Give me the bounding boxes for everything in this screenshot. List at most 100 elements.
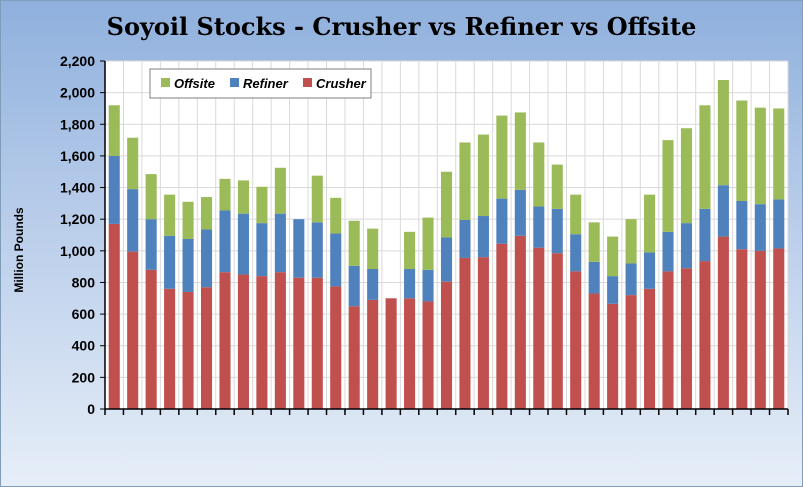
bar-segment-refiner: [200, 229, 213, 288]
bar-segment-offsite: [754, 107, 766, 205]
bar-segment-crusher: [311, 277, 323, 409]
bar-segment-offsite: [736, 100, 748, 201]
legend-swatch-crusher: [303, 78, 312, 87]
bar-segment-crusher: [662, 271, 674, 409]
bar-segment-offsite: [367, 228, 379, 270]
bar-segment-offsite: [533, 142, 545, 207]
bar-segment-offsite: [588, 222, 600, 262]
bar-segment-crusher: [200, 287, 213, 409]
bar-segment-refiner: [404, 269, 416, 299]
bar-segment-crusher: [680, 268, 693, 409]
bar-segment-offsite: [108, 105, 120, 156]
bar-segment-crusher: [127, 251, 139, 409]
bar-segment-offsite: [459, 142, 471, 220]
bar-segment-refiner: [699, 208, 711, 262]
bar-segment-refiner: [145, 219, 157, 270]
bar-segment-offsite: [145, 174, 157, 220]
bar-segment-refiner: [237, 213, 249, 275]
y-tick-label: 1,000: [60, 243, 95, 259]
bar-segment-refiner: [459, 219, 471, 258]
y-axis-label: Million Pounds: [12, 207, 26, 293]
bar-segment-crusher: [570, 271, 582, 409]
bar-segment-crusher: [145, 269, 157, 409]
bar-segment-refiner: [164, 235, 176, 289]
bar-segment-offsite: [551, 164, 563, 209]
bar-segment-refiner: [496, 198, 508, 244]
bar-segment-crusher: [367, 299, 379, 409]
bar-segment-refiner: [311, 222, 323, 278]
bar-segment-refiner: [367, 269, 379, 300]
bar-segment-refiner: [348, 265, 360, 307]
bar-segment-crusher: [440, 281, 453, 409]
bar-segment-refiner: [644, 252, 656, 289]
bar-segment-crusher: [274, 272, 286, 409]
y-tick-label: 1,400: [60, 180, 95, 196]
bar-segment-crusher: [459, 257, 471, 409]
bar-segment-refiner: [477, 216, 489, 258]
legend: Offsite Refiner Crusher: [149, 68, 372, 99]
bar-segment-refiner: [330, 233, 342, 287]
bar-segment-refiner: [680, 223, 693, 269]
bar-segment-offsite: [237, 180, 249, 214]
bar-segment-crusher: [182, 291, 194, 409]
y-tick-label: 400: [72, 338, 96, 354]
bar-segment-offsite: [625, 219, 637, 264]
y-tick-label: 1,800: [60, 116, 95, 132]
y-tick-label: 600: [72, 306, 96, 322]
bar-segment-crusher: [551, 253, 563, 409]
bar-segment-offsite: [440, 171, 453, 238]
bar-segment-refiner: [570, 234, 582, 272]
bar-segment-offsite: [219, 178, 231, 211]
bar-segment-refiner: [422, 269, 434, 302]
bar-segment-crusher: [164, 288, 176, 409]
legend-label-refiner: Refiner: [243, 76, 289, 91]
bar-segment-offsite: [662, 140, 674, 232]
bar-segment-refiner: [533, 206, 545, 248]
bar-segment-crusher: [219, 272, 231, 409]
bar-segment-offsite: [607, 236, 619, 277]
bar-segment-offsite: [127, 137, 139, 190]
bar-segment-offsite: [311, 175, 323, 223]
y-tick-label: 0: [87, 401, 95, 417]
y-tick-label: 1,200: [60, 211, 95, 227]
bar-segment-crusher: [256, 276, 268, 409]
y-tick-label: 200: [72, 369, 96, 385]
bar-segment-crusher: [385, 298, 397, 409]
bar-segment-refiner: [607, 276, 619, 304]
bar-segment-offsite: [274, 167, 286, 214]
bar-segment-crusher: [717, 236, 729, 409]
legend-label-crusher: Crusher: [316, 76, 367, 91]
bar-segment-refiner: [588, 261, 600, 294]
bar-segment-refiner: [274, 213, 286, 273]
bar-segment-offsite: [514, 112, 526, 190]
bar-segment-crusher: [533, 247, 545, 409]
y-tick-label: 1,600: [60, 148, 95, 164]
bar-segment-crusher: [404, 298, 416, 409]
axes: [100, 60, 789, 415]
bar-segment-refiner: [256, 223, 268, 277]
bar-segment-crusher: [607, 303, 619, 409]
bar-segment-crusher: [293, 277, 305, 409]
legend-box: [149, 68, 372, 99]
bar-segment-refiner: [293, 219, 305, 278]
bar-segment-crusher: [644, 288, 656, 409]
bar-segment-refiner: [773, 199, 785, 249]
bar-segment-refiner: [108, 155, 120, 224]
bar-segment-crusher: [422, 301, 434, 409]
bar-segment-offsite: [496, 115, 508, 199]
bar-segment-crusher: [754, 250, 766, 409]
bar-segment-offsite: [330, 197, 342, 234]
bar-segment-crusher: [330, 286, 342, 409]
y-tick-label: 800: [72, 274, 96, 290]
bar-segment-refiner: [754, 204, 766, 251]
bar-segment-refiner: [514, 189, 526, 236]
bar-segment-offsite: [570, 194, 582, 235]
bars: [108, 79, 785, 409]
chart-title: Soyoil Stocks - Crusher vs Refiner vs Of…: [106, 12, 697, 41]
bar-segment-offsite: [348, 220, 360, 266]
bar-segment-refiner: [440, 237, 453, 282]
bar-segment-offsite: [422, 217, 434, 270]
bar-segment-offsite: [717, 79, 729, 186]
bar-segment-offsite: [477, 134, 489, 217]
